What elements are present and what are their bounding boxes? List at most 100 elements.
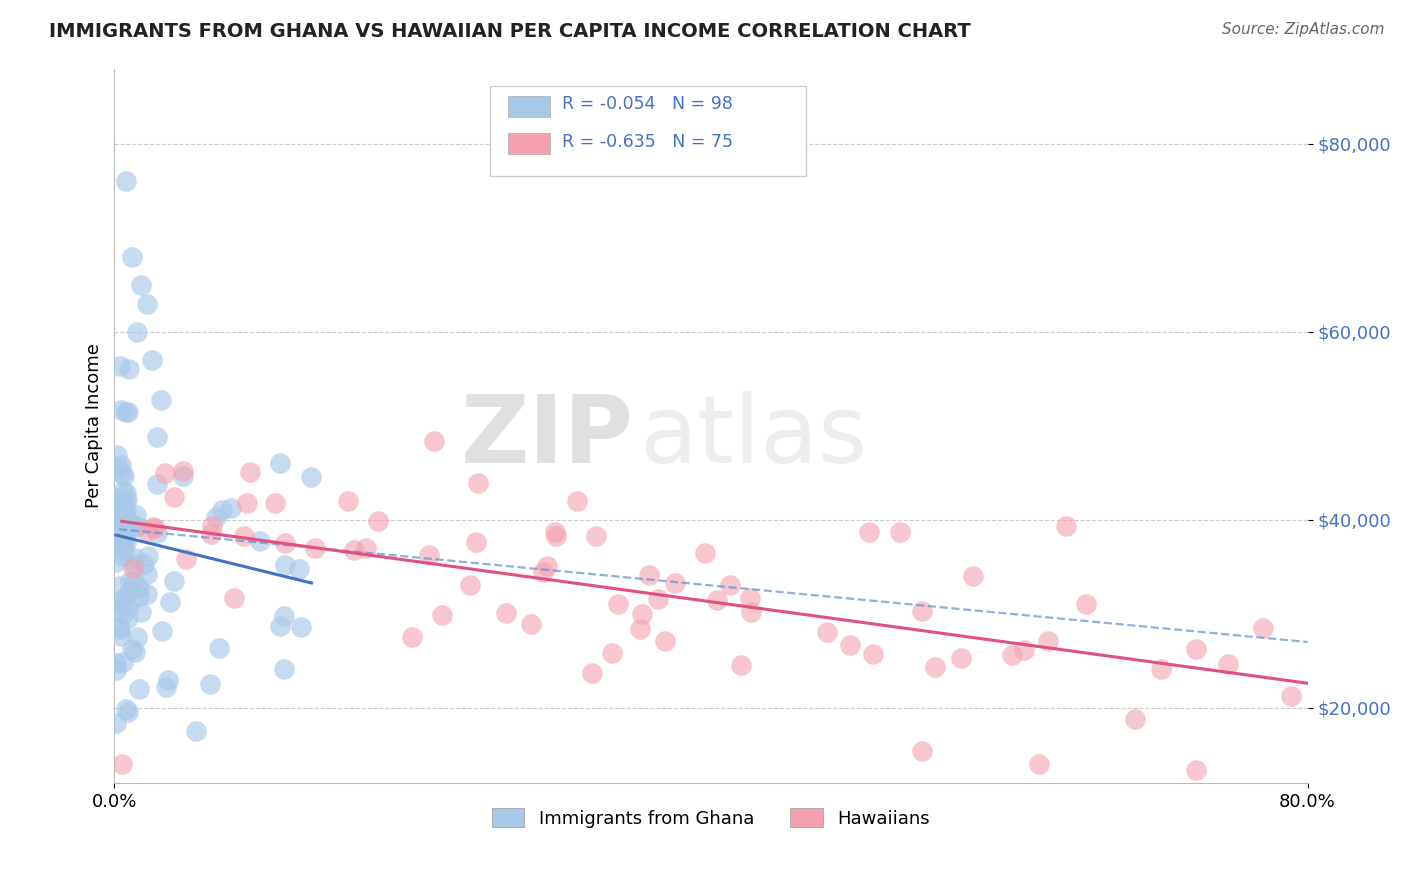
Point — [117, 610, 139, 624]
Point — [115, 174, 138, 188]
Point — [128, 682, 150, 697]
Point — [115, 486, 138, 500]
Point — [288, 561, 311, 575]
Point — [219, 501, 242, 516]
Point — [124, 551, 146, 566]
Point — [111, 540, 134, 554]
Point — [114, 509, 136, 524]
Point — [201, 518, 224, 533]
Text: IMMIGRANTS FROM GHANA VS HAWAIIAN PER CAPITA INCOME CORRELATION CHART: IMMIGRANTS FROM GHANA VS HAWAIIAN PER CA… — [49, 22, 972, 41]
Point — [110, 359, 132, 374]
Point — [638, 568, 661, 582]
Point — [110, 594, 132, 608]
Point — [273, 663, 295, 677]
Point — [122, 557, 145, 571]
Point — [273, 609, 295, 624]
Point — [115, 493, 138, 508]
Point — [544, 524, 567, 539]
Point — [128, 581, 150, 595]
Point — [112, 468, 135, 483]
Point — [125, 325, 148, 339]
Point — [107, 579, 129, 593]
Point — [117, 405, 139, 419]
Point — [1000, 648, 1022, 662]
Point — [495, 606, 517, 620]
Point — [117, 706, 139, 720]
Point — [115, 702, 138, 716]
Point — [104, 555, 127, 569]
Point — [120, 517, 142, 532]
Point — [600, 646, 623, 660]
Point — [236, 496, 259, 510]
Point — [862, 647, 884, 661]
Point — [115, 535, 138, 549]
Point — [111, 467, 134, 482]
Point — [117, 599, 139, 613]
Point — [367, 514, 389, 528]
Point — [104, 664, 127, 678]
Point — [585, 529, 607, 543]
Bar — [508, 95, 550, 117]
Point — [159, 595, 181, 609]
Point — [401, 630, 423, 644]
Legend: Immigrants from Ghana, Hawaiians: Immigrants from Ghana, Hawaiians — [485, 801, 938, 835]
Point — [115, 502, 138, 516]
Point — [304, 541, 326, 555]
Point — [343, 543, 366, 558]
Point — [146, 476, 169, 491]
Point — [129, 277, 152, 292]
Point — [565, 494, 588, 508]
Point — [207, 640, 229, 655]
Point — [128, 589, 150, 603]
Point — [163, 490, 186, 504]
FancyBboxPatch shape — [491, 87, 807, 176]
Point — [607, 597, 630, 611]
Point — [163, 574, 186, 589]
Point — [136, 587, 159, 601]
Point — [105, 491, 128, 506]
Point — [129, 605, 152, 619]
Point — [111, 484, 134, 499]
Point — [118, 583, 141, 598]
Point — [200, 527, 222, 541]
Point — [274, 536, 297, 550]
Point — [107, 461, 129, 475]
Point — [153, 467, 176, 481]
Point — [114, 524, 136, 539]
Point — [467, 476, 489, 491]
Point — [1054, 519, 1077, 533]
Point — [924, 660, 946, 674]
Point — [1074, 597, 1097, 611]
Point — [1279, 690, 1302, 704]
Point — [124, 645, 146, 659]
Point — [120, 574, 142, 588]
Point — [1251, 621, 1274, 635]
Point — [127, 520, 149, 534]
Point — [740, 605, 762, 619]
Point — [269, 456, 291, 470]
Point — [950, 650, 973, 665]
Point — [125, 508, 148, 523]
Point — [142, 520, 165, 534]
Point — [520, 616, 543, 631]
Point — [430, 608, 453, 623]
Point — [546, 529, 568, 543]
Point — [581, 665, 603, 680]
Point — [172, 464, 194, 478]
Point — [1012, 643, 1035, 657]
Point — [1185, 763, 1208, 777]
Point — [730, 658, 752, 673]
Point — [889, 524, 911, 539]
Point — [233, 528, 256, 542]
Point — [114, 591, 136, 605]
Point — [111, 757, 134, 772]
Point — [249, 534, 271, 549]
Point — [107, 602, 129, 616]
Point — [114, 496, 136, 510]
Point — [146, 430, 169, 444]
Point — [1123, 712, 1146, 726]
Point — [172, 469, 194, 483]
Point — [631, 607, 654, 621]
Point — [628, 622, 651, 636]
Point — [136, 296, 159, 310]
